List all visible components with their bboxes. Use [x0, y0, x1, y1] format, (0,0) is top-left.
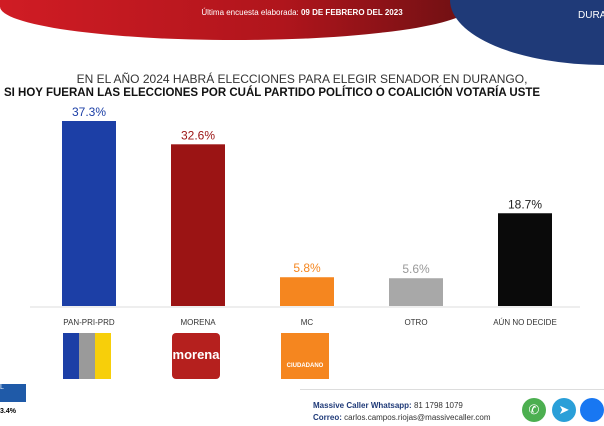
data-label-0: 37.3% [72, 105, 106, 119]
data-label-1: 32.6% [181, 128, 215, 142]
bar-1 [171, 144, 225, 306]
telegram-icon[interactable]: ➤ [552, 398, 576, 422]
mc-logo: CIUDADANO [281, 333, 329, 379]
footer-divider [300, 389, 604, 390]
footer-contact: Massive Caller Whatsapp: 81 1798 1079 Co… [313, 400, 491, 424]
chart-title: EN EL AÑO 2024 HABRÁ ELECCIONES PARA ELE… [76, 72, 528, 86]
data-label-4: 18.7% [508, 197, 542, 211]
bar-4 [498, 213, 552, 306]
side-label: L [0, 384, 4, 391]
morena-logo: morena [172, 333, 220, 379]
category-label-4: AÚN NO DECIDE [493, 318, 557, 327]
category-label-0: PAN-PRI-PRD [63, 318, 115, 327]
category-label-3: OTRO [404, 318, 428, 327]
data-label-3: 5.6% [402, 262, 430, 276]
category-label-1: MORENA [180, 318, 216, 327]
whatsapp-icon[interactable]: ✆ [522, 398, 546, 422]
facebook-icon[interactable] [580, 398, 604, 422]
last-survey-label: Última encuesta elaborada: [201, 8, 299, 17]
bar-0 [62, 121, 116, 306]
last-survey: Última encuesta elaborada: 09 DE FEBRERO… [0, 8, 604, 17]
side-value: 3.4% [0, 408, 16, 415]
pan-pri-prd-logo [63, 333, 111, 379]
email-label: Correo: [313, 413, 342, 422]
chart-subtitle: SI HOY FUERAN LAS ELECCIONES POR CUÁL PA… [4, 87, 541, 99]
side-panel-header: L [0, 384, 26, 402]
category-label-2: MC [300, 318, 314, 327]
whatsapp-label: Massive Caller Whatsapp: [313, 401, 412, 410]
whatsapp-number: 81 1798 1079 [413, 401, 463, 410]
last-survey-date: 09 DE FEBRERO DEL 2023 [300, 8, 403, 17]
bar-2 [280, 277, 334, 306]
region-label: DURA [578, 10, 604, 21]
bar-3 [389, 278, 443, 306]
email-address: carlos.campos.riojas@massivecaller.com [344, 413, 491, 422]
data-label-2: 5.8% [293, 261, 321, 275]
